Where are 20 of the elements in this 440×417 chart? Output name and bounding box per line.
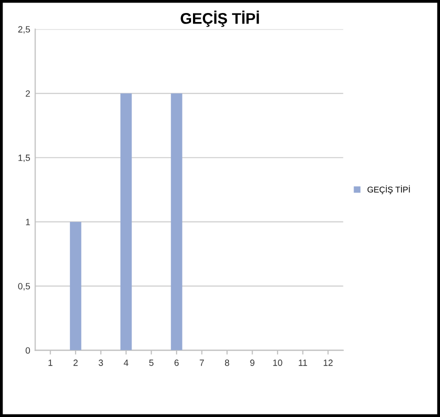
x-tick-label: 7 [200, 360, 204, 366]
x-tick-label: 2 [74, 360, 78, 366]
y-tick-label: 0,5 [18, 283, 30, 290]
y-tick-label: 0 [26, 347, 30, 354]
x-tick-label: 4 [124, 360, 128, 366]
x-tick-label: 12 [324, 360, 333, 366]
x-tick-label: 6 [174, 360, 179, 366]
legend-label: GEÇİŞ TİPİ [368, 185, 410, 194]
chart-title: GEÇİŞ TİPİ [180, 10, 259, 27]
x-tick-label: 5 [149, 360, 154, 366]
y-tick-label: 1,5 [18, 154, 30, 162]
x-tick-label: 1 [48, 360, 52, 366]
y-tick-label: 2 [26, 90, 30, 97]
x-tick-label: 3 [98, 360, 103, 366]
x-tick-label: 11 [298, 360, 308, 366]
x-tick-label: 9 [250, 360, 254, 366]
y-tick-label: 2,5 [18, 26, 30, 34]
x-tick-label: 8 [224, 360, 230, 366]
x-tick-label: 10 [273, 360, 282, 366]
y-tick-label: 1 [26, 218, 30, 226]
